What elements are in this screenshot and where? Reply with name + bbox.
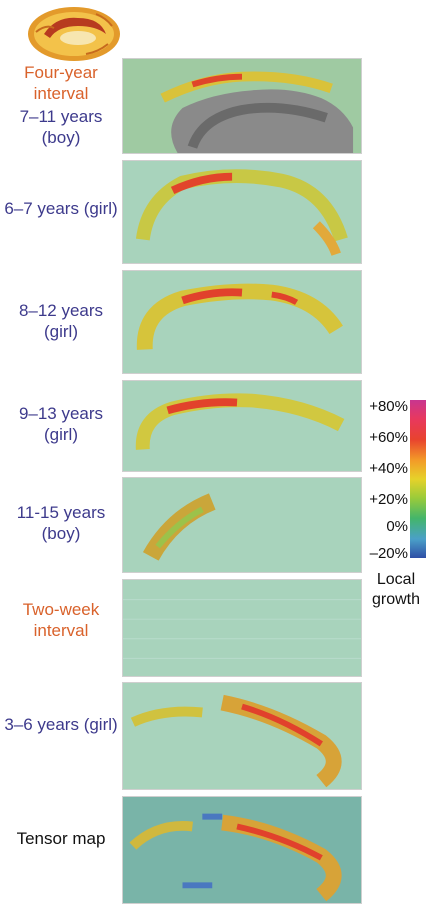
- growth-map-panel-1: [122, 58, 362, 154]
- growth-map-panel-4: [122, 380, 362, 472]
- panel-label-6: Two-week interval: [22, 600, 100, 640]
- color-scale-bar: [410, 400, 426, 558]
- panel-label-2: 6–7 years (girl): [4, 199, 118, 218]
- panel-label-1: 7–11 years (boy): [19, 107, 103, 147]
- panel-label-7: 3–6 years (girl): [4, 715, 118, 734]
- growth-map-panel-5: [122, 477, 362, 573]
- tick-minus-20: –20%: [369, 545, 408, 562]
- growth-map-panel-6: [122, 579, 362, 677]
- growth-map-panel-2: [122, 160, 362, 264]
- legend-title: Local growth: [371, 571, 421, 608]
- tick-plus-80: +80%: [369, 398, 408, 415]
- tick-plus-40: +40%: [369, 460, 408, 477]
- growth-map-panel-7: [122, 682, 362, 790]
- tick-plus-20: +20%: [369, 491, 408, 508]
- growth-map-panel-3: [122, 270, 362, 374]
- brain-icon: [28, 7, 120, 61]
- panel-label-5: 11-15 years (boy): [16, 503, 106, 543]
- tick-plus-60: +60%: [369, 429, 408, 446]
- four-year-interval-heading: Four-year interval: [24, 63, 98, 103]
- tensor-map-panel: [122, 796, 362, 904]
- panel-label-8: Tensor map: [16, 829, 106, 848]
- tick-zero: 0%: [386, 518, 408, 535]
- panel-label-4: 9–13 years (girl): [18, 404, 104, 444]
- panel-label-3: 8–12 years (girl): [18, 301, 104, 341]
